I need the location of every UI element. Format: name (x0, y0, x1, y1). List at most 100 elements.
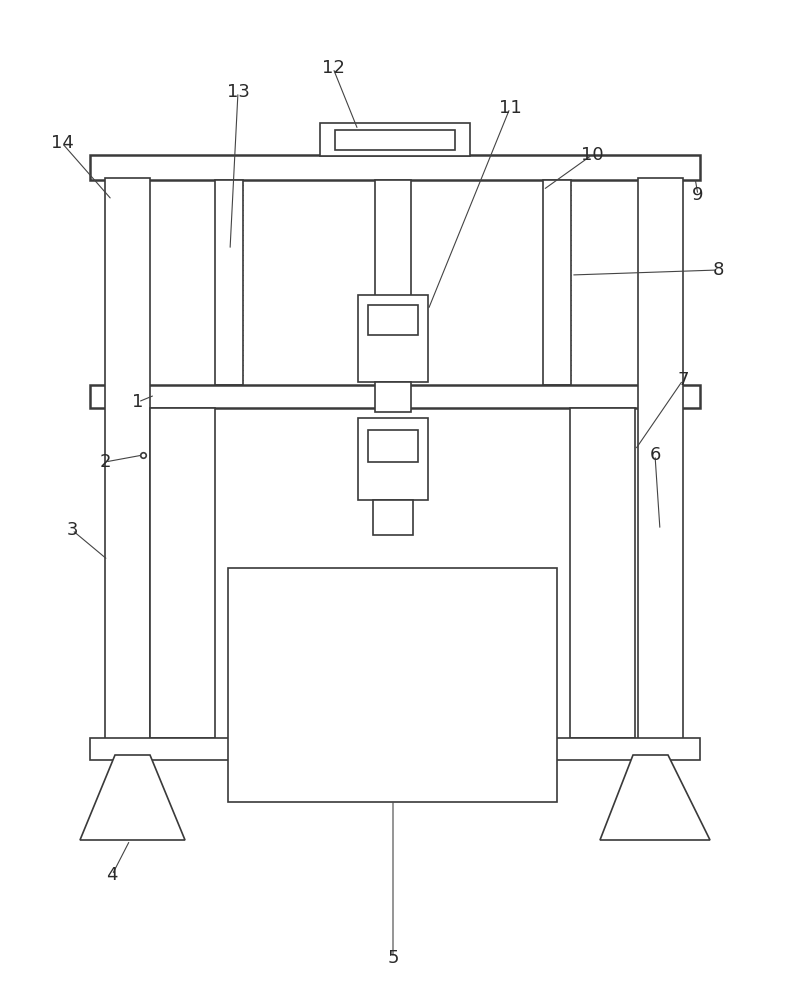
Bar (375, 382, 411, 412)
Point (538, 594, 551, 610)
Point (524, 782, 537, 798)
Point (255, 731, 268, 747)
Point (460, 724, 473, 740)
Point (446, 746, 459, 762)
Point (453, 623, 466, 639)
Point (538, 731, 551, 747)
Point (425, 767, 438, 783)
Point (531, 666, 544, 682)
Point (386, 471, 399, 487)
Point (503, 666, 515, 682)
Point (361, 587, 374, 603)
Point (255, 767, 268, 783)
Point (283, 616, 296, 632)
Point (347, 666, 360, 682)
Point (393, 341, 405, 357)
Point (503, 565, 515, 581)
Point (255, 630, 268, 646)
Point (354, 587, 367, 603)
Point (467, 637, 480, 653)
Point (227, 710, 239, 726)
Point (347, 616, 360, 632)
Point (405, 298, 417, 314)
Point (386, 292, 399, 308)
Point (227, 637, 239, 653)
Point (425, 666, 438, 682)
Point (496, 710, 508, 726)
Point (340, 637, 353, 653)
Point (340, 587, 353, 603)
Point (227, 738, 239, 754)
Point (545, 724, 558, 740)
Point (510, 775, 523, 791)
Point (425, 775, 438, 791)
Point (357, 483, 369, 499)
Point (404, 782, 416, 798)
Point (381, 489, 394, 505)
Point (425, 608, 438, 624)
Point (439, 760, 452, 776)
Point (227, 666, 239, 682)
Point (276, 572, 289, 588)
Bar (90, 155, 700, 180)
Point (503, 702, 515, 718)
Point (411, 789, 423, 805)
Point (453, 579, 466, 595)
Point (397, 681, 409, 697)
Point (404, 688, 416, 704)
Point (393, 328, 405, 344)
Point (510, 623, 523, 639)
Point (305, 601, 317, 617)
Point (269, 565, 282, 581)
Point (467, 695, 480, 711)
Point (262, 616, 275, 632)
Point (248, 587, 260, 603)
Point (524, 789, 537, 805)
Point (460, 579, 473, 595)
Point (390, 710, 402, 726)
Point (517, 623, 530, 639)
Point (368, 717, 381, 733)
Point (425, 601, 438, 617)
Point (411, 427, 423, 443)
Point (386, 359, 399, 375)
Point (269, 630, 282, 646)
Point (393, 365, 405, 381)
Point (347, 724, 360, 740)
Point (390, 572, 402, 588)
Point (460, 731, 473, 747)
Point (405, 489, 417, 505)
Point (496, 666, 508, 682)
Point (416, 316, 429, 332)
Point (357, 434, 369, 450)
Point (446, 565, 459, 581)
Point (248, 724, 260, 740)
Point (439, 782, 452, 798)
Point (357, 452, 369, 468)
Point (248, 565, 260, 581)
Point (283, 601, 296, 617)
Point (517, 644, 530, 660)
Point (241, 731, 253, 747)
Point (418, 731, 430, 747)
Point (467, 587, 480, 603)
Point (453, 760, 466, 776)
Point (368, 304, 381, 320)
Point (354, 702, 367, 718)
Point (545, 630, 558, 646)
Point (333, 644, 345, 660)
Point (382, 767, 395, 783)
Point (375, 746, 388, 762)
Point (255, 659, 268, 675)
Point (269, 775, 282, 791)
Point (354, 666, 367, 682)
Point (312, 724, 324, 740)
Point (482, 702, 494, 718)
Point (255, 637, 268, 653)
Point (482, 572, 494, 588)
Point (361, 666, 374, 682)
Point (393, 452, 405, 468)
Point (475, 579, 487, 595)
Point (312, 695, 324, 711)
Point (241, 724, 253, 740)
